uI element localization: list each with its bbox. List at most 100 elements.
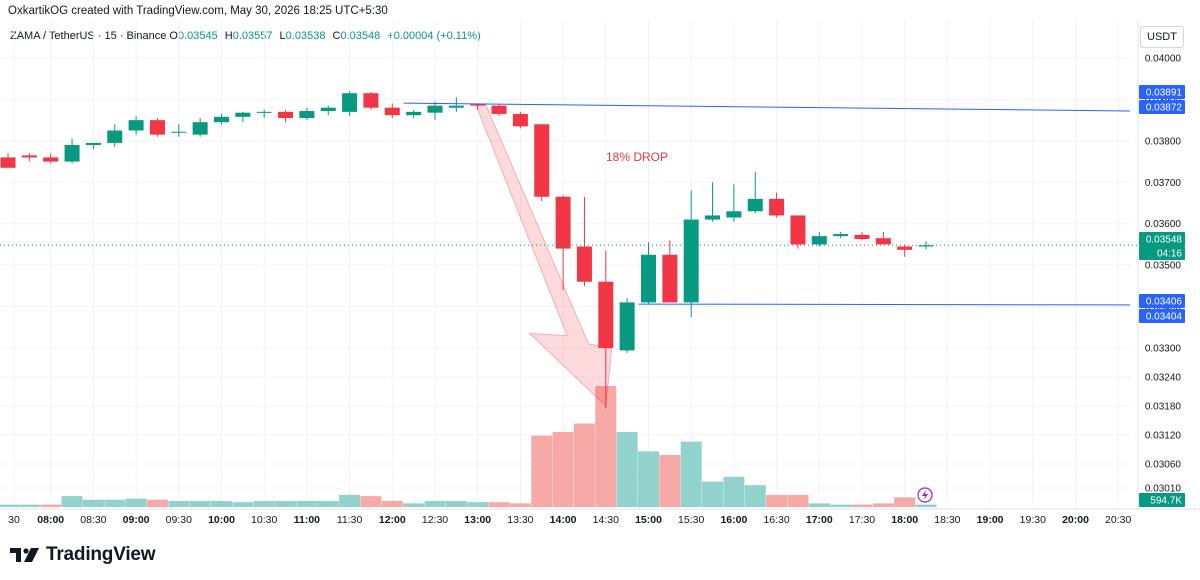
time-tick-label: 16:30 xyxy=(763,514,789,526)
volume-bar xyxy=(424,500,446,507)
volume-bar xyxy=(275,500,297,507)
candle-body xyxy=(811,236,827,245)
volume-bar xyxy=(104,499,126,507)
candle-body xyxy=(619,302,635,351)
volume-bar xyxy=(125,498,147,507)
open-label: O xyxy=(169,30,178,42)
symbol-name[interactable]: ZAMA / TetherUS · 15 · Binance xyxy=(10,30,167,42)
time-tick-label: 16:00 xyxy=(720,514,747,526)
candle-body xyxy=(278,111,294,119)
time-tick-label: 18:30 xyxy=(934,514,960,526)
last-price-tag: 0.03548 xyxy=(1146,235,1183,246)
change-value: +0.00004 (+0.11%) xyxy=(387,30,481,42)
time-tick-label: 19:00 xyxy=(977,514,1004,526)
candle-body xyxy=(406,111,422,116)
volume-bar xyxy=(0,504,19,507)
volume-bar xyxy=(702,481,724,507)
high-label: H xyxy=(224,30,233,42)
price-tag-upper-1: 0.03891 xyxy=(1146,88,1183,99)
candle-body xyxy=(470,104,486,106)
last-volume-tag-bg xyxy=(1139,493,1185,507)
drop-arrow xyxy=(474,103,613,408)
candle-body xyxy=(320,107,336,112)
candle-body xyxy=(790,215,806,245)
volume-bar xyxy=(616,431,638,507)
candle-body xyxy=(149,120,165,135)
countdown-tag-bg xyxy=(1139,246,1185,260)
drop-arrow-shape xyxy=(474,103,613,408)
price-tick-label: 0.03600 xyxy=(1145,219,1182,230)
open-value: 0.03545 xyxy=(177,30,218,42)
candle-body xyxy=(641,254,656,303)
price-tag-upper-1-bg xyxy=(1139,85,1185,99)
countdown-tag: 04:16 xyxy=(1157,249,1182,260)
time-tick-label: 20:30 xyxy=(1105,514,1131,526)
volume-bar xyxy=(317,500,339,507)
volume-bar xyxy=(61,496,83,507)
volume-bar xyxy=(339,494,361,507)
time-tick-label: 12:30 xyxy=(422,514,448,526)
low-value: 0.03538 xyxy=(285,30,326,42)
price-tick-label: 0.03240 xyxy=(1145,373,1182,384)
candle-body xyxy=(534,124,550,197)
time-tick-label: 08:00 xyxy=(37,514,64,526)
time-tick-label: 10:00 xyxy=(208,514,235,526)
volume-bar xyxy=(403,503,425,507)
time-tick-label: 13:30 xyxy=(507,514,533,526)
candle-body xyxy=(662,254,678,303)
chart-credit: OxkartikOG created with TradingView.com,… xyxy=(8,5,388,17)
time-tick-label: 14:00 xyxy=(550,514,577,526)
candle-body xyxy=(747,198,763,212)
volume-bar xyxy=(659,454,681,507)
candle-body xyxy=(214,116,229,123)
price-tag-upper-2-bg xyxy=(1139,100,1185,114)
currency-unit-button[interactable]: USDT xyxy=(1140,26,1184,48)
price-tick-label: 0.03120 xyxy=(1145,431,1182,442)
candle-body xyxy=(192,122,208,135)
price-chart[interactable]: 0.040000.039000.038000.037000.036000.035… xyxy=(0,0,1200,540)
tradingview-logo-icon xyxy=(10,548,39,562)
volume-bar xyxy=(531,435,553,507)
candlesticks xyxy=(0,91,934,409)
volume-bar xyxy=(467,502,489,507)
time-tick-label: 08:30 xyxy=(80,514,106,526)
trend-line xyxy=(403,102,1131,112)
time-tick-label: 14:30 xyxy=(593,514,619,526)
volume-bar xyxy=(381,500,403,507)
candle-body xyxy=(448,105,464,108)
price-tick-label: 0.03010 xyxy=(1145,484,1182,495)
volume-bar xyxy=(445,500,467,507)
price-tag-lower-1-bg xyxy=(1139,294,1185,308)
time-tick-label: 09:30 xyxy=(166,514,192,526)
price-tick-label: 0.03300 xyxy=(1145,344,1182,355)
candle-body xyxy=(64,145,80,162)
candle-body xyxy=(833,234,849,237)
price-tick-label: 0.03700 xyxy=(1145,178,1182,189)
close-label: C xyxy=(332,30,341,42)
time-tick-label: 12:00 xyxy=(379,514,406,526)
volume-bar xyxy=(488,502,510,507)
time-tick-label: 19:30 xyxy=(1020,514,1046,526)
price-tag-upper-2: 0.03872 xyxy=(1146,103,1183,114)
volume-bar xyxy=(573,423,595,507)
volume-bar xyxy=(168,500,190,507)
volume-bar xyxy=(146,499,168,507)
time-tick-label: 13:00 xyxy=(464,514,491,526)
candle-body xyxy=(363,93,379,108)
candle-body xyxy=(21,155,37,158)
tradingview-logo[interactable]: TradingView xyxy=(10,544,156,566)
candle-body xyxy=(384,107,400,116)
tradingview-logo-text: TradingView xyxy=(46,544,156,565)
candle-body xyxy=(128,120,144,131)
volume-bar xyxy=(915,504,937,507)
time-tick-label: 10:30 xyxy=(251,514,277,526)
candle-body xyxy=(854,234,870,240)
horizontal-lines xyxy=(0,102,1138,306)
last-price-tag-bg xyxy=(1139,232,1185,246)
time-tick-label: 09:00 xyxy=(123,514,150,526)
price-tag-lower-1: 0.03406 xyxy=(1146,297,1183,308)
high-value: 0.03557 xyxy=(232,30,273,42)
volume-bar xyxy=(787,494,809,507)
volume-bar xyxy=(851,504,873,507)
low-label: L xyxy=(279,30,286,42)
